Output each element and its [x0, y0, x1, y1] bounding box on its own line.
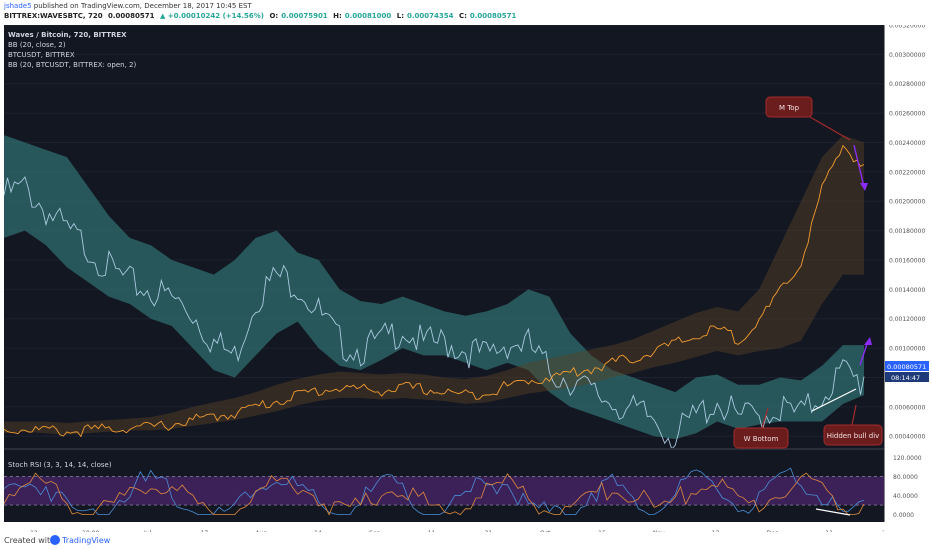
btc-bollinger-band — [4, 135, 864, 435]
price-tick-label: 0.00220000 — [889, 169, 925, 176]
price-axis-canvas[interactable]: 0.00320000 0.00300000 0.00280000 0.00260000… — [885, 23, 929, 522]
open-value: 0.00075901 — [281, 12, 328, 20]
price-tick-label: 0.00040000 — [889, 434, 925, 441]
author-link[interactable]: jshade5 — [4, 2, 32, 10]
hidden-div-callout[interactable] — [823, 424, 883, 446]
price-lines — [3, 144, 865, 450]
down-arrow-shaft — [853, 144, 865, 188]
price-tick-label: 0.00240000 — [889, 140, 925, 147]
stoch-rsi-pane — [3, 467, 884, 516]
price-tick-label: 0.00200000 — [889, 199, 925, 206]
last-price-tag-value: 0.00080571 — [887, 363, 926, 371]
m-top-label: M Top — [779, 104, 800, 112]
m-top-pointer — [809, 116, 851, 141]
waves-bollinger-band — [4, 135, 864, 440]
tradingview-logo-icon[interactable] — [50, 535, 60, 545]
price-axis[interactable]: 0.00320000 0.00300000 0.00280000 0.00260000… — [884, 23, 929, 522]
price-tick-label: 0.00140000 — [889, 287, 925, 294]
legend-main[interactable]: Waves / Bitcoin, 720, BITTREX — [8, 31, 127, 39]
price-tick-label: 0.00100000 — [889, 346, 925, 353]
stoch-tick-label: 80.0000 — [893, 474, 918, 481]
up-arrow-icon — [864, 337, 872, 345]
time-axis[interactable]: 1219:00Jul17Aug14Sep1121Oct16Nov13Dec112… — [4, 522, 890, 537]
countdown-tag-value: 08:14:47 — [891, 374, 920, 382]
w-bottom-callout[interactable] — [733, 427, 789, 449]
stoch-tick-label: 0.0000 — [893, 512, 914, 519]
down-arrow-icon — [860, 183, 868, 191]
stoch-axis-ticks: 120.0000 80.0000 40.0000 0.0000 — [893, 455, 922, 519]
trend-line-price[interactable] — [811, 388, 857, 412]
price-tick-label: 0.00300000 — [889, 52, 925, 59]
publish-line: jshade5 published on TradingView.com, De… — [4, 2, 252, 10]
price-axis-ticks: 0.00320000 0.00300000 0.00280000 0.00260000… — [889, 23, 925, 441]
main-grid — [4, 24, 884, 437]
chart-area[interactable]: Waves / Bitcoin, 720, BITTREX BB (20, cl… — [3, 24, 884, 522]
trend-line-stoch[interactable] — [815, 508, 851, 516]
chart-canvas[interactable]: Waves / Bitcoin, 720, BITTREX BB (20, cl… — [3, 24, 884, 522]
price-tick-label: 0.00120000 — [889, 316, 925, 323]
publish-header: jshade5 published on TradingView.com, De… — [0, 0, 932, 24]
waves-price-line — [3, 176, 865, 450]
close-label: C: — [458, 12, 467, 20]
ohlc-line: BITTREX:WAVESBTC, 720 0.00080571 ▲ +0.00… — [4, 12, 519, 20]
legend-overlay[interactable]: BTCUSDT, BITTREX — [8, 51, 75, 59]
price-change: ▲ +0.00010242 (+14.56%) — [159, 12, 264, 20]
high-label: H: — [333, 12, 342, 20]
open-label: O: — [269, 12, 279, 20]
chart-legend: Waves / Bitcoin, 720, BITTREX BB (20, cl… — [8, 31, 136, 469]
symbol-label: BITTREX:WAVESBTC, 720 — [4, 12, 103, 20]
stoch-tick-label: 120.0000 — [893, 455, 922, 462]
hidden-div-label: Hidden bull div — [827, 432, 880, 440]
price-tick-label: 0.00180000 — [889, 228, 925, 235]
legend-stoch[interactable]: Stoch RSI (3, 3, 14, 14, close) — [8, 461, 112, 469]
footer: Created with TradingView — [0, 532, 932, 550]
btc-price-line — [3, 144, 865, 438]
close-value: 0.00080571 — [469, 12, 517, 20]
hidden-div-pointer — [851, 404, 857, 426]
low-value: 0.00074354 — [407, 12, 454, 20]
price-tick-label: 0.00260000 — [889, 111, 925, 118]
high-value: 0.00081000 — [344, 12, 392, 20]
stoch-band — [4, 476, 884, 506]
last-price-tag — [885, 361, 929, 371]
stoch-tick-label: 40.0000 — [893, 493, 918, 500]
price-tick-label: 0.00280000 — [889, 81, 925, 88]
legend-bb1[interactable]: BB (20, close, 2) — [8, 41, 66, 49]
legend-bb2[interactable]: BB (20, BTCUSDT, BITTREX: open, 2) — [8, 61, 136, 69]
countdown-tag — [885, 372, 929, 382]
last-price: 0.00080571 — [108, 12, 155, 20]
publish-info: published on TradingView.com, December 1… — [31, 2, 252, 10]
m-top-callout[interactable] — [765, 96, 813, 118]
w-bottom-label: W Bottom — [744, 435, 779, 443]
w-bottom-pointer — [761, 407, 769, 429]
annotations: M Top W Bottom Hidden bull div — [733, 96, 883, 516]
price-tick-label: 0.00320000 — [889, 25, 925, 30]
low-label: L: — [396, 12, 404, 20]
price-tick-label: 0.00060000 — [889, 404, 925, 411]
tradingview-link[interactable]: TradingView — [62, 536, 111, 545]
bollinger-bands — [4, 135, 864, 440]
price-tick-label: 0.00160000 — [889, 257, 925, 264]
stoch-k-line — [3, 467, 865, 516]
created-with-text: Created with — [4, 536, 56, 545]
stoch-d-line — [3, 472, 865, 516]
